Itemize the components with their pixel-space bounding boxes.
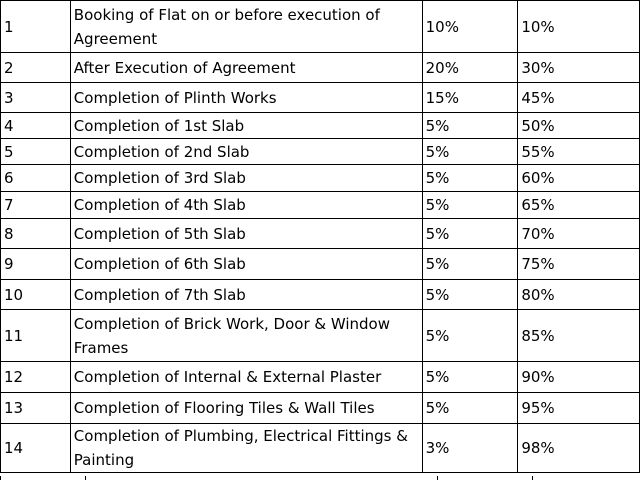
stage-description: Completion of 1st Slab (69, 112, 423, 139)
cumulative-percent: 10% (517, 0, 640, 53)
cumulative-percent: 55% (517, 138, 640, 165)
stage-percent: 5% (421, 392, 519, 424)
cumulative-percent: 70% (517, 218, 640, 249)
cumulative-percent: 75% (517, 248, 640, 280)
cumulative-percent: 95% (517, 392, 640, 424)
table-row: 6 Completion of 3rd Slab 5% 60% (0, 164, 640, 192)
row-number: 3 (0, 82, 71, 113)
stage-percent: 5% (421, 138, 519, 165)
table-row: 8 Completion of 5th Slab 5% 70% (0, 218, 640, 249)
row-number: 13 (0, 392, 71, 424)
stage-percent: 15% (421, 82, 519, 113)
stage-percent: 3% (421, 423, 519, 473)
table-row: 5 Completion of 2nd Slab 5% 55% (0, 138, 640, 165)
cumulative-percent: 65% (517, 191, 640, 219)
table-row: 7 Completion of 4th Slab 5% 65% (0, 191, 640, 219)
cumulative-percent: 50% (517, 112, 640, 139)
stage-percent: 5% (421, 361, 519, 393)
table-row: 3 Completion of Plinth Works 15% 45% (0, 82, 640, 113)
stage-description: Completion of Brick Work, Door & Window … (69, 309, 423, 362)
cumulative-percent: 98% (517, 423, 640, 473)
table-row: 9 Completion of 6th Slab 5% 75% (0, 248, 640, 280)
table-row: 1 Booking of Flat on or before execution… (0, 0, 640, 53)
row-number: 12 (0, 361, 71, 393)
cumulative-percent: 45% (517, 82, 640, 113)
stage-percent: 10% (421, 0, 519, 53)
stage-percent: 5% (421, 191, 519, 219)
row-number: 11 (0, 309, 71, 362)
row-number: 5 (0, 138, 71, 165)
stage-percent: 5% (421, 309, 519, 362)
row-number: 14 (0, 423, 71, 473)
stage-percent: 5% (421, 279, 519, 310)
stage-description: Completion of 6th Slab (69, 248, 423, 280)
stage-percent: 5% (421, 112, 519, 139)
row-number: 6 (0, 164, 71, 192)
table-row: 4 Completion of 1st Slab 5% 50% (0, 112, 640, 139)
stage-percent: 5% (421, 218, 519, 249)
stage-description: Completion of Flooring Tiles & Wall Tile… (69, 392, 423, 424)
cumulative-percent: 80% (517, 279, 640, 310)
stage-description: Completion of 4th Slab (69, 191, 423, 219)
stage-description: Completion of Plumbing, Electrical Fitti… (69, 423, 423, 473)
table-row: 10 Completion of 7th Slab 5% 80% (0, 279, 640, 310)
stage-description: Completion of 7th Slab (69, 279, 423, 310)
cumulative-percent: 85% (517, 309, 640, 362)
row-number: 10 (0, 279, 71, 310)
cumulative-percent: 60% (517, 164, 640, 192)
table-row: 13 Completion of Flooring Tiles & Wall T… (0, 392, 640, 424)
row-number: 4 (0, 112, 71, 139)
stage-description: Completion of 5th Slab (69, 218, 423, 249)
table-row: 11 Completion of Brick Work, Door & Wind… (0, 309, 640, 362)
stage-description: Completion of Internal & External Plaste… (69, 361, 423, 393)
row-number: 1 (0, 0, 71, 53)
row-number: 2 (0, 52, 71, 83)
stage-percent: 5% (421, 248, 519, 280)
row-number: 9 (0, 248, 71, 280)
stage-description: Completion of 3rd Slab (69, 164, 423, 192)
next-row-edge (0, 476, 640, 480)
stage-percent: 5% (421, 164, 519, 192)
cumulative-percent: 30% (517, 52, 640, 83)
stage-description: Completion of Plinth Works (69, 82, 423, 113)
stage-description: Booking of Flat on or before execution o… (69, 0, 423, 53)
row-number: 7 (0, 191, 71, 219)
table-row: 14 Completion of Plumbing, Electrical Fi… (0, 423, 640, 473)
table-row: 12 Completion of Internal & External Pla… (0, 361, 640, 393)
stage-description: Completion of 2nd Slab (69, 138, 423, 165)
table-row: 2 After Execution of Agreement 20% 30% (0, 52, 640, 83)
stage-description: After Execution of Agreement (69, 52, 423, 83)
stage-percent: 20% (421, 52, 519, 83)
cumulative-percent: 90% (517, 361, 640, 393)
row-number: 8 (0, 218, 71, 249)
